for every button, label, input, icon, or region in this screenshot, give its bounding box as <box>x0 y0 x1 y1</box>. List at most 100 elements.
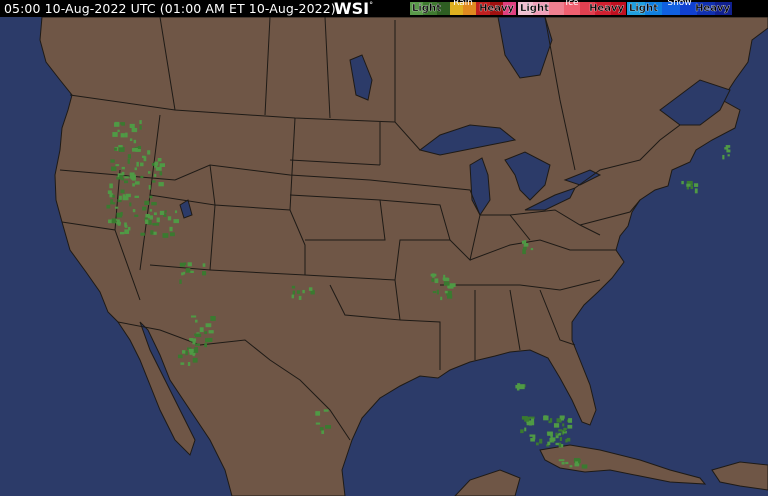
radar-echo <box>573 458 580 463</box>
legend-swatch <box>662 2 680 15</box>
radar-echo <box>181 272 184 276</box>
radar-echo <box>114 122 120 127</box>
great-salt-lake <box>179 199 193 219</box>
radar-echo <box>555 442 560 446</box>
radar-echo <box>522 246 527 251</box>
radar-echo <box>432 273 435 278</box>
radar-echo <box>147 220 152 225</box>
wsi-logo: WSI° <box>334 0 374 18</box>
radar-echo <box>128 226 131 231</box>
radar-echo <box>210 316 216 321</box>
radar-echo <box>555 432 558 436</box>
radar-echo <box>129 175 135 179</box>
radar-echo <box>111 166 117 172</box>
radar-echo <box>546 444 550 447</box>
radar-echo <box>157 157 162 162</box>
radar-echo <box>187 262 192 267</box>
radar-echo <box>147 171 151 174</box>
radar-echo <box>192 357 198 363</box>
radar-echo <box>114 147 117 151</box>
legend-swatch <box>564 2 580 15</box>
radar-echo <box>147 150 151 155</box>
radar-echo <box>179 262 186 267</box>
north-america-land <box>39 17 768 496</box>
radar-echo <box>174 210 178 214</box>
radar-echo <box>125 132 128 138</box>
radar-echo <box>519 384 525 390</box>
radar-echo <box>107 190 112 195</box>
radar-echo <box>183 262 187 266</box>
radar-echo <box>202 271 207 276</box>
radar-echo <box>558 432 561 436</box>
radar-echo <box>319 427 324 431</box>
radar-echo <box>192 340 196 345</box>
radar-echo <box>139 125 142 130</box>
radar-echo <box>132 183 135 187</box>
radar-echo <box>195 343 201 346</box>
radar-echo <box>440 296 443 301</box>
radar-echo <box>116 221 122 225</box>
radar-echo <box>133 139 137 144</box>
canada-province-line <box>159 17 176 111</box>
radar-echo <box>132 178 136 181</box>
radar-echo <box>194 333 200 338</box>
radar-echo <box>121 166 125 170</box>
radar-echo <box>560 418 565 421</box>
legend-swatch <box>548 2 565 15</box>
radar-echo <box>110 202 116 205</box>
radar-echo <box>153 212 157 216</box>
radar-echo <box>117 199 122 203</box>
radar-echo <box>574 463 580 467</box>
radar-echo <box>115 164 120 167</box>
radar-echo <box>163 213 167 217</box>
radar-echo <box>150 230 154 235</box>
radar-echo <box>547 431 553 436</box>
radar-echo <box>134 181 140 185</box>
radar-echo <box>185 350 188 356</box>
radar-echo <box>555 433 559 439</box>
radar-echo <box>575 461 579 464</box>
radar-echo <box>158 182 164 187</box>
radar-echo <box>195 319 198 323</box>
legend-ice-heavy: Heavy <box>589 3 624 14</box>
radar-echo <box>145 213 149 218</box>
radar-echo <box>443 281 450 286</box>
radar-echo <box>120 189 125 194</box>
radar-echo <box>524 416 530 422</box>
state-line <box>509 289 521 351</box>
radar-echo <box>694 188 698 194</box>
radar-echo <box>302 289 305 294</box>
legend-rain-title: Rain <box>453 0 473 8</box>
radar-echo <box>325 425 332 429</box>
legend-swatch <box>410 2 424 15</box>
radar-echo <box>124 176 129 179</box>
radar-echo <box>205 338 210 343</box>
radar-echo <box>558 442 562 447</box>
legend-ice-scale <box>518 2 626 15</box>
radar-echo <box>185 268 191 273</box>
radar-map[interactable] <box>0 17 768 496</box>
us-canada-border-east <box>574 124 681 189</box>
radar-echo <box>164 210 167 213</box>
radar-echo <box>193 348 199 353</box>
legend-swatch <box>489 2 503 15</box>
legend-swatch <box>463 2 477 15</box>
legend-rain-heavy: Heavy <box>479 3 514 14</box>
legend-swatch <box>644 2 662 15</box>
radar-echo <box>132 148 138 152</box>
radar-echo <box>134 214 139 217</box>
radar-echo <box>122 195 129 201</box>
radar-echo <box>535 442 539 446</box>
legend-swatch <box>679 2 697 15</box>
radar-echo <box>136 161 139 167</box>
radar-echo <box>523 243 529 247</box>
radar-echo <box>144 200 150 206</box>
radar-echo <box>515 384 521 389</box>
radar-echo <box>562 423 565 427</box>
radar-echo <box>154 173 157 177</box>
radar-echo <box>118 145 123 148</box>
radar-echo <box>522 249 526 255</box>
legend-snow: Light Snow Heavy <box>627 0 732 15</box>
legend-swatch <box>518 2 534 15</box>
radar-echo <box>722 154 725 160</box>
